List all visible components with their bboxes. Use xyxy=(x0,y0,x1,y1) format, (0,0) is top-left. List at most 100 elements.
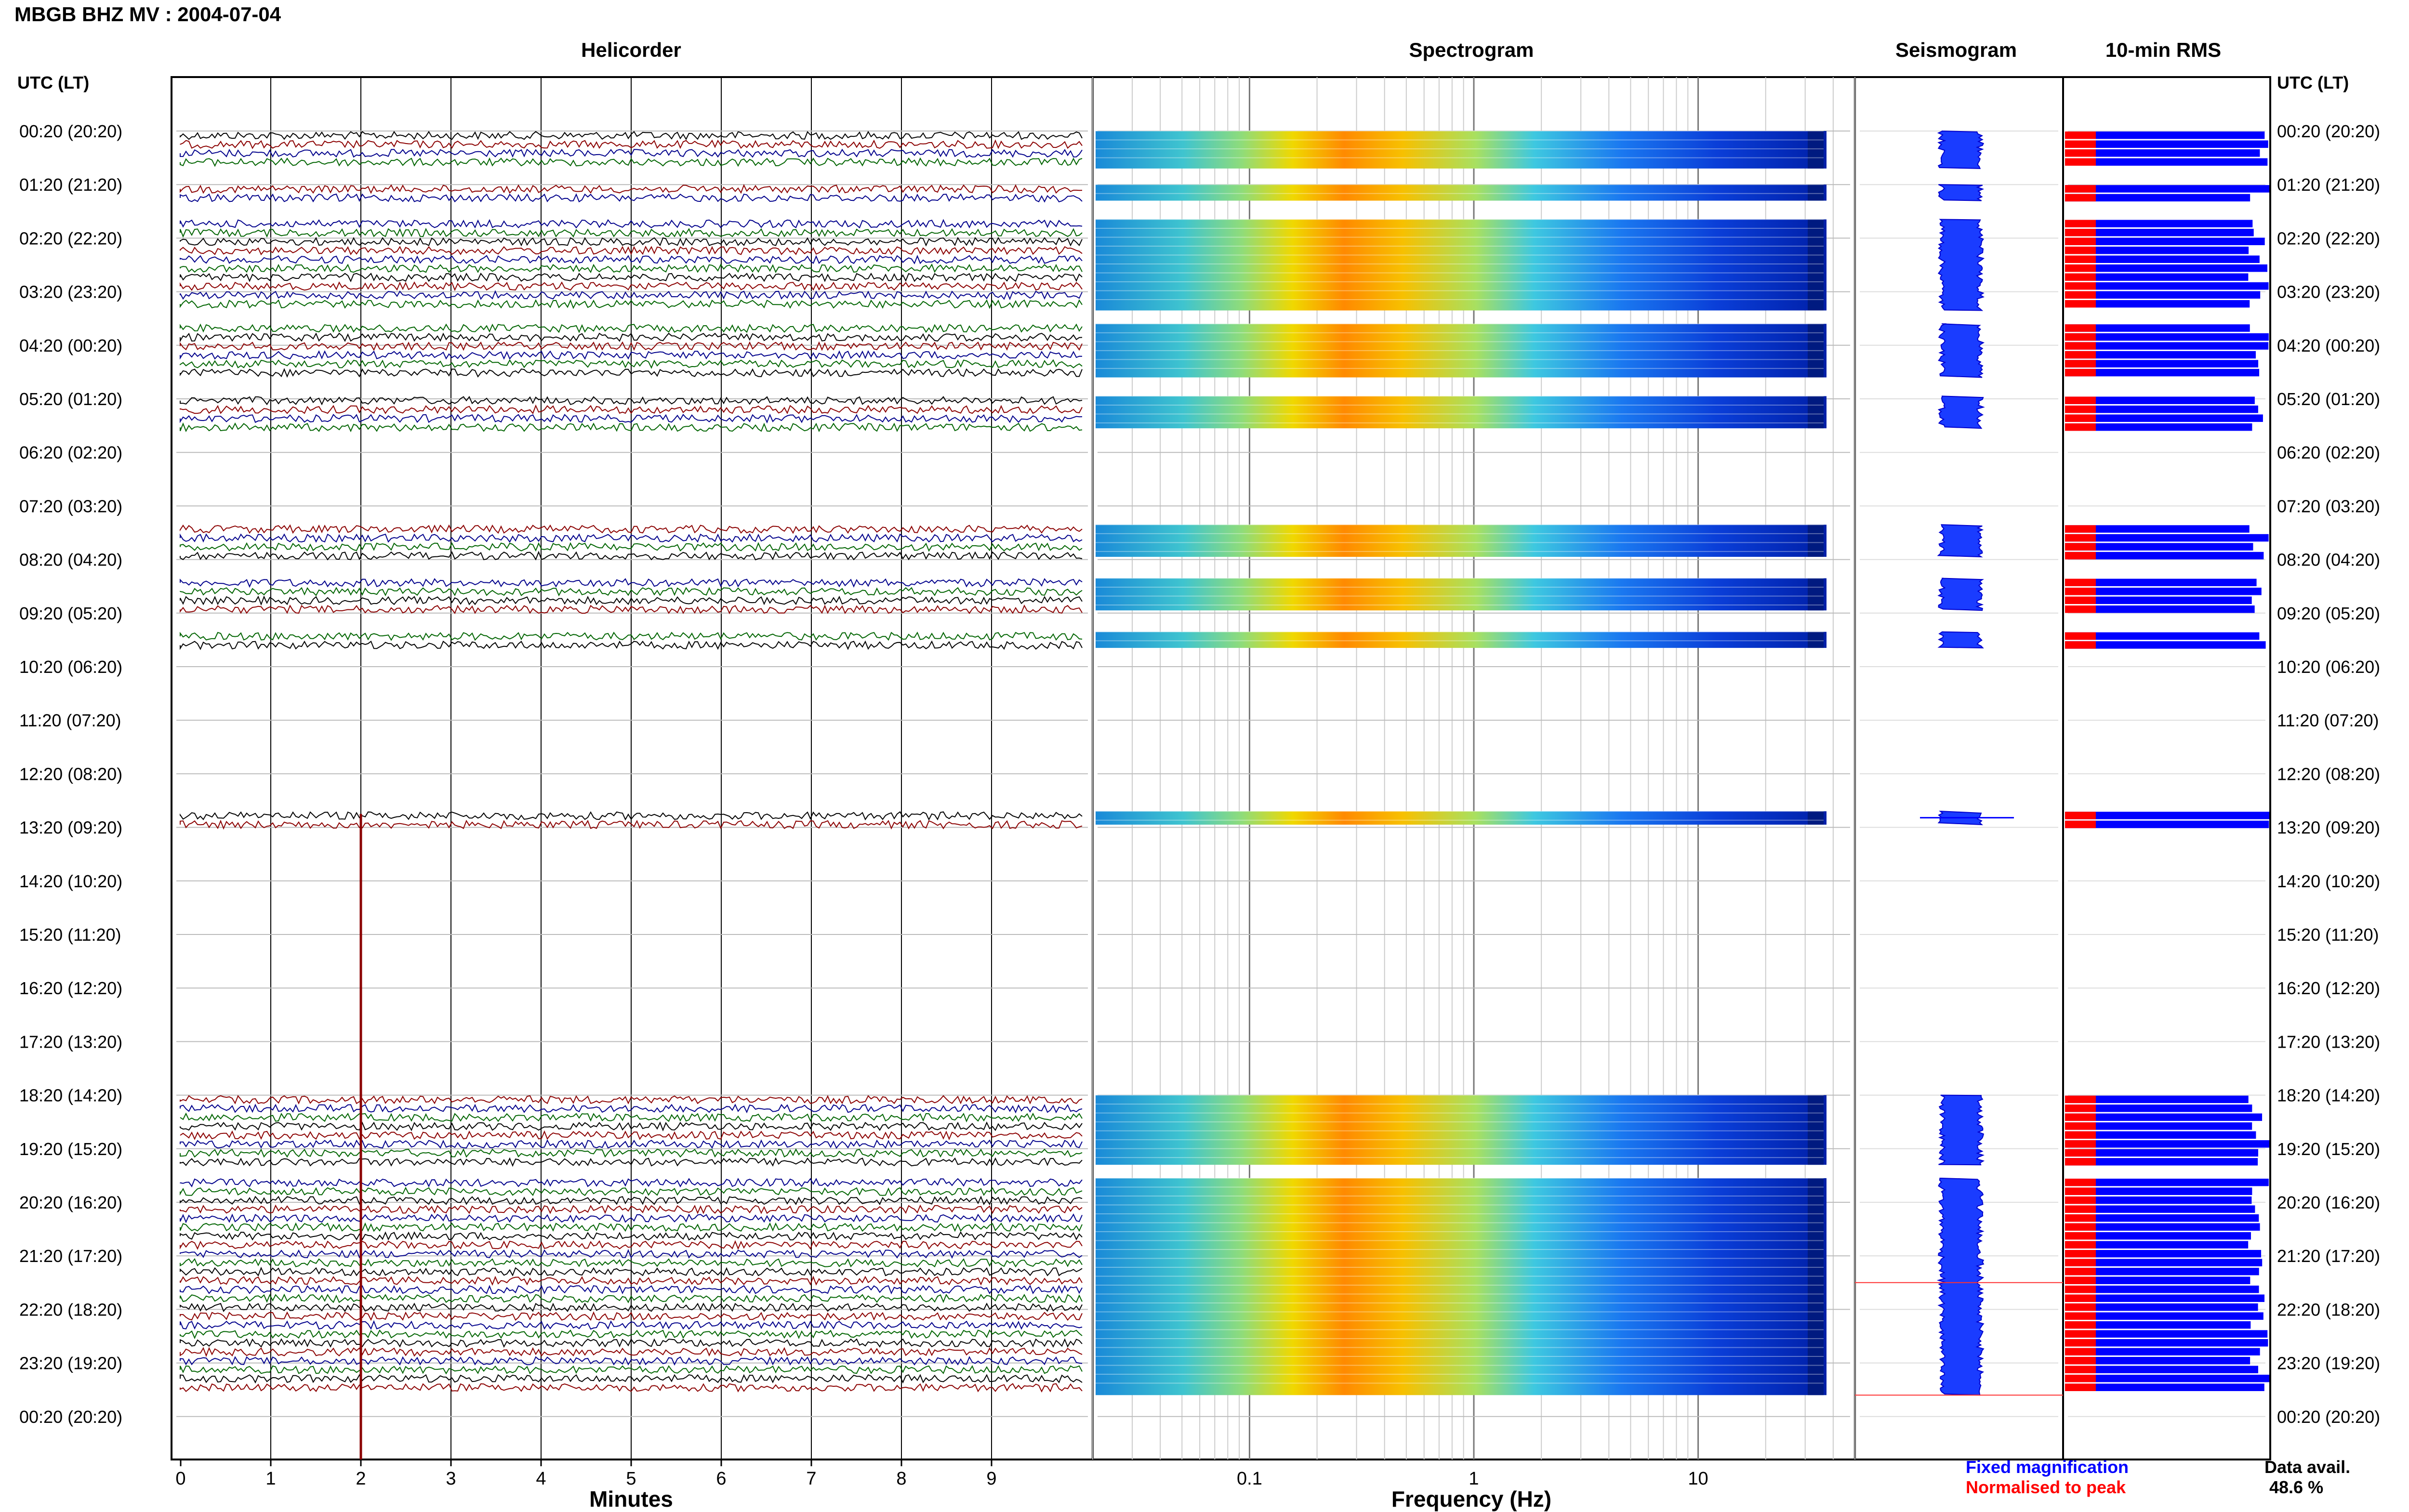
left-time-tick-label: 00:20 (20:20) xyxy=(19,121,122,141)
rms-bar-normalised xyxy=(2065,158,2096,166)
rms-bar-fixed xyxy=(2065,1187,2252,1195)
rms-bar-fixed xyxy=(2065,140,2268,148)
helicorder-trace xyxy=(180,1231,1083,1241)
spectrogram-band xyxy=(1096,131,1827,169)
rms-bar-fixed xyxy=(2065,1131,2256,1139)
rms-bar-normalised xyxy=(2065,1196,2096,1204)
right-time-tick-label: 16:20 (12:20) xyxy=(2277,978,2380,998)
rms-bar-normalised xyxy=(2065,1104,2096,1112)
helicorder-trace xyxy=(180,323,1083,333)
rms-bar-fixed xyxy=(2065,342,2269,350)
rms-bar-normalised xyxy=(2065,291,2096,299)
left-time-tick-label: 23:20 (19:20) xyxy=(19,1354,122,1373)
rms-bar-fixed xyxy=(2065,1321,2251,1329)
right-time-tick-label: 13:20 (09:20) xyxy=(2277,818,2380,838)
spectrogram-band xyxy=(1096,324,1827,378)
rms-bar-normalised xyxy=(2065,596,2096,605)
rms-bar-fixed xyxy=(2065,1241,2249,1249)
spectrogram-band xyxy=(1096,184,1827,201)
rms-bar-fixed xyxy=(2065,1232,2251,1240)
helicorder-trace xyxy=(180,139,1083,149)
rms-bar-normalised xyxy=(2065,423,2096,431)
right-time-tick-label: 08:20 (04:20) xyxy=(2277,550,2380,570)
right-time-tick-label: 07:20 (03:20) xyxy=(2277,496,2380,516)
rms-bar-normalised xyxy=(2065,351,2096,359)
rms-bar-fixed xyxy=(2065,220,2253,227)
seismogram-envelope xyxy=(1937,578,1985,611)
spectrogram-band-edge xyxy=(1808,525,1824,557)
spectrogram-band xyxy=(1096,525,1827,557)
helicorder-trace xyxy=(180,1112,1083,1123)
rms-bar-fixed xyxy=(2065,414,2263,422)
helicorder-trace xyxy=(180,1284,1083,1295)
helicorder-trace xyxy=(180,263,1083,274)
helicorder-trace xyxy=(180,551,1083,561)
right-time-tick-label: 05:20 (01:20) xyxy=(2277,389,2380,409)
left-time-tick-label: 02:20 (22:20) xyxy=(19,228,122,248)
helicorder-trace xyxy=(180,290,1083,301)
right-time-tick-label: 11:20 (07:20) xyxy=(2277,710,2379,730)
rms-bar-normalised xyxy=(2065,1321,2096,1329)
rms-bar-normalised xyxy=(2065,300,2096,308)
helicorder-trace xyxy=(180,1095,1083,1104)
helicorder-trace xyxy=(180,246,1083,256)
minutes-tick-label: 7 xyxy=(806,1469,816,1489)
helicorder-trace xyxy=(180,1311,1083,1321)
helicorder-trace xyxy=(180,1258,1083,1268)
rms-bar-normalised xyxy=(2065,1276,2096,1284)
helicorder-trace xyxy=(180,219,1083,229)
helicorder-trace xyxy=(180,1121,1083,1132)
rms-bar-normalised xyxy=(2065,812,2096,819)
rms-bar-normalised xyxy=(2065,1205,2096,1213)
rms-bar-normalised xyxy=(2065,1294,2096,1302)
frequency-tick-label: 0.1 xyxy=(1237,1469,1262,1489)
helicorder-trace xyxy=(180,1186,1083,1196)
minutes-tick-label: 4 xyxy=(536,1469,546,1489)
spectrogram-band-edge xyxy=(1808,131,1824,169)
figure-title: MBGB BHZ MV : 2004-07-04 xyxy=(14,3,281,26)
rms-bar-normalised xyxy=(2065,1383,2096,1391)
right-time-tick-label: 20:20 (16:20) xyxy=(2277,1193,2380,1212)
rms-bar-fixed xyxy=(2065,1374,2269,1382)
helicorder-trace xyxy=(180,533,1083,543)
rms-bar-fixed xyxy=(2065,131,2265,139)
right-time-header: UTC (LT) xyxy=(2277,73,2349,92)
minutes-tick-label: 5 xyxy=(626,1469,636,1489)
rms-bar-fixed xyxy=(2065,194,2250,202)
helicorder-trace xyxy=(180,1196,1083,1206)
helicorder-trace xyxy=(180,227,1083,238)
spectrogram-title: Spectrogram xyxy=(1409,39,1534,61)
helicorder-title: Helicorder xyxy=(581,39,681,61)
rms-bar-normalised xyxy=(2065,273,2096,281)
rms-bar-normalised xyxy=(2065,1249,2096,1258)
rms-bar-fixed xyxy=(2065,405,2258,413)
helicorder-trace xyxy=(180,1204,1083,1214)
helicorder-trace xyxy=(180,237,1083,247)
frequency-tick-label: 1 xyxy=(1469,1469,1479,1489)
rms-bar-normalised xyxy=(2065,414,2096,422)
right-time-tick-label: 01:20 (21:20) xyxy=(2277,175,2380,195)
helicorder-trace xyxy=(180,524,1083,534)
rms-bar-fixed xyxy=(2065,300,2250,308)
left-time-tick-label: 07:20 (03:20) xyxy=(19,496,122,516)
rms-bar-fixed xyxy=(2065,1339,2268,1347)
rms-bar-fixed xyxy=(2065,246,2249,254)
rms-bar-normalised xyxy=(2065,264,2096,272)
helicorder-trace xyxy=(180,1302,1083,1313)
helicorder-trace xyxy=(180,368,1083,378)
spectrogram-band-edge xyxy=(1808,1178,1824,1395)
helicorder-trace xyxy=(180,1355,1083,1366)
right-time-tick-label: 21:20 (17:20) xyxy=(2277,1246,2380,1266)
spectrogram-band xyxy=(1096,1178,1827,1395)
helicorder-trace xyxy=(180,341,1083,351)
rms-bar-fixed xyxy=(2065,1276,2250,1284)
seismogram-title: Seismogram xyxy=(1895,39,2017,61)
spectrogram-band xyxy=(1096,578,1827,611)
rms-bar-normalised xyxy=(2065,1303,2096,1311)
helicorder-trace xyxy=(180,413,1083,424)
rms-bar-normalised xyxy=(2065,1131,2096,1139)
legend-normalised: Normalised to peak xyxy=(1966,1477,2126,1497)
helicorder-trace xyxy=(180,578,1083,588)
rms-bar-fixed xyxy=(2065,552,2264,560)
rms-bar-fixed xyxy=(2065,282,2269,290)
